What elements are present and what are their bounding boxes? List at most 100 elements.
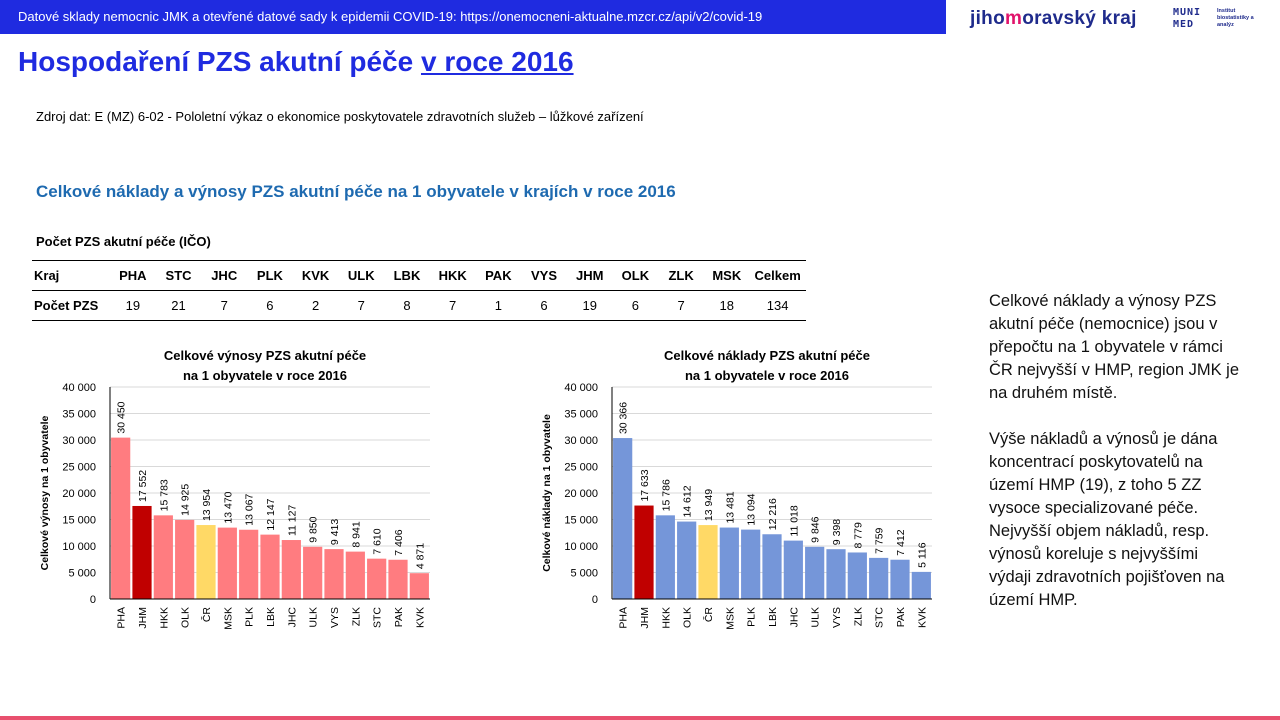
y-tick-label: 30 000 — [62, 435, 96, 447]
data-label: 12 147 — [265, 498, 277, 530]
table-header-cell: PAK — [475, 260, 522, 291]
table-header-cell: HKK — [429, 260, 476, 291]
x-tick-label: JHM — [639, 607, 651, 629]
x-tick-label: ZLK — [350, 607, 362, 626]
bar — [111, 437, 131, 599]
data-label: 13 481 — [724, 491, 736, 523]
muni-logo-line1: MUNI — [1173, 7, 1202, 18]
data-label: 13 954 — [201, 489, 213, 521]
table-cell: 6 — [612, 290, 659, 321]
bar — [132, 505, 152, 599]
x-tick-label: STC — [874, 607, 886, 628]
x-tick-label: MSK — [724, 607, 736, 630]
data-label: 13 470 — [222, 491, 234, 523]
x-tick-label: PLK — [244, 607, 256, 627]
bar — [762, 534, 782, 599]
y-tick-label: 15 000 — [62, 515, 96, 527]
data-label: 13 067 — [244, 493, 256, 525]
muni-med-logo: MUNI MED Institut biostatistiky a analýz — [1173, 7, 1258, 35]
table-cell: 1 — [475, 290, 522, 321]
table-header-cell: PLK — [247, 260, 293, 291]
table-cell: 6 — [521, 290, 567, 321]
bar — [783, 540, 803, 599]
slide-title-year: v roce 2016 — [420, 46, 574, 77]
x-tick-label: PAK — [895, 607, 907, 627]
commentary-paragraph: Celkové náklady a výnosy PZS akutní péče… — [989, 292, 1240, 402]
x-tick-label: JHM — [137, 607, 149, 629]
x-tick-label: LBK — [265, 607, 277, 627]
banner-text: Datové sklady nemocnic JMK a otevřené da… — [18, 9, 763, 24]
bar — [409, 573, 429, 599]
chart-title: na 1 obyvatele v roce 2016 — [685, 368, 849, 383]
table-cell: 7 — [338, 290, 385, 321]
data-label: 15 783 — [158, 479, 170, 511]
data-label: 7 759 — [874, 527, 886, 553]
table-header-cell: VYS — [521, 260, 567, 291]
y-tick-label: 25 000 — [62, 462, 96, 474]
table-cell: 18 — [703, 290, 750, 321]
bar — [345, 551, 365, 599]
table-header-cell: OLK — [612, 260, 659, 291]
bar — [869, 557, 889, 599]
data-source: Zdroj dat: E (MZ) 6-02 - Pololetní výkaz… — [36, 109, 644, 124]
x-tick-label: ZLK — [852, 607, 864, 626]
table-cell: 7 — [429, 290, 476, 321]
commentary-paragraph: Výše nákladů a výnosů je dána koncentrac… — [989, 430, 1225, 609]
table-header-cell: STC — [155, 260, 202, 291]
y-tick-label: 20 000 — [62, 488, 96, 500]
table-header-cell: MSK — [703, 260, 750, 291]
bottom-accent-line — [0, 716, 1280, 720]
data-label: 4 871 — [414, 543, 426, 569]
y-tick-label: 10 000 — [62, 541, 96, 553]
data-label: 5 116 — [916, 542, 928, 568]
table-header-cell: JHM — [566, 260, 613, 291]
data-label: 15 786 — [660, 479, 672, 511]
table-value-row: Počet PZS 19 21 7 6 2 7 8 7 1 6 19 6 7 1… — [32, 290, 806, 321]
x-tick-label: PHA — [116, 607, 128, 629]
y-tick-label: 35 000 — [62, 409, 96, 421]
data-label: 17 633 — [639, 469, 651, 501]
data-label: 11 018 — [788, 505, 800, 536]
data-label: 8 779 — [852, 522, 864, 548]
table-cell: 134 — [749, 290, 806, 321]
x-tick-label: VYS — [831, 607, 843, 628]
x-tick-label: HKK — [660, 607, 672, 629]
muni-logo-text: MUNI MED — [1173, 7, 1201, 31]
bar — [217, 527, 237, 599]
data-label: 14 925 — [180, 484, 192, 516]
x-tick-label: LBK — [767, 607, 779, 627]
x-tick-label: VYS — [329, 607, 341, 628]
data-label: 11 127 — [286, 505, 298, 536]
y-tick-label: 5 000 — [68, 568, 96, 580]
x-tick-label: PLK — [746, 607, 758, 627]
commentary: Celkové náklady a výnosy PZS akutní péče… — [989, 290, 1244, 635]
bar — [741, 529, 761, 599]
chart-title: na 1 obyvatele v roce 2016 — [183, 368, 347, 383]
bar — [367, 558, 387, 599]
bar — [260, 534, 280, 599]
table-header-cell: ULK — [338, 260, 385, 291]
institute-logo-text: Institut biostatistiky a analýz — [1217, 8, 1254, 28]
table-title: Počet PZS akutní péče (IČO) — [36, 234, 211, 249]
table-cell: 7 — [658, 290, 704, 321]
section-subtitle: Celkové náklady a výnosy PZS akutní péče… — [36, 182, 676, 201]
table-cell: 19 — [110, 290, 156, 321]
data-label: 9 398 — [831, 519, 843, 545]
slide-title-main: Hospodaření PZS akutní péče — [18, 46, 421, 77]
table-header-cell: PHA — [110, 260, 156, 291]
bar — [281, 540, 301, 599]
data-label: 7 412 — [895, 529, 907, 555]
x-tick-label: PHA — [618, 607, 630, 629]
data-label: 12 216 — [767, 498, 779, 530]
x-tick-label: JHC — [286, 607, 298, 628]
jmk-logo-accent: m — [1004, 8, 1023, 29]
x-tick-label: OLK — [682, 607, 694, 628]
data-label: 9 846 — [810, 516, 822, 542]
provider-count-table: Kraj PHA STC JHC PLK KVK ULK LBK HKK PAK… — [32, 260, 806, 321]
data-label: 7 406 — [393, 529, 405, 555]
y-tick-label: 0 — [90, 594, 96, 606]
bar — [175, 519, 195, 599]
table-cell: 19 — [566, 290, 613, 321]
bar — [847, 552, 867, 599]
data-label: 13 949 — [703, 489, 715, 521]
